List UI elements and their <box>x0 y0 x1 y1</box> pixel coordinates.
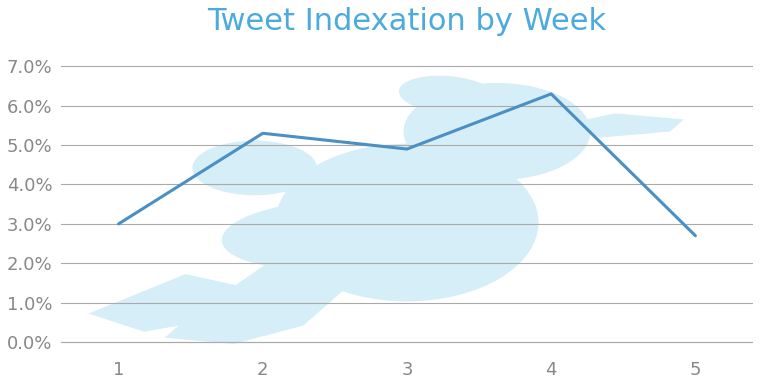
Title: Tweet Indexation by Week: Tweet Indexation by Week <box>207 7 606 36</box>
Ellipse shape <box>404 83 591 180</box>
Polygon shape <box>165 253 352 344</box>
Polygon shape <box>89 274 255 332</box>
Polygon shape <box>559 113 684 138</box>
Ellipse shape <box>399 76 498 115</box>
Ellipse shape <box>192 141 317 195</box>
Ellipse shape <box>275 144 539 301</box>
Ellipse shape <box>222 200 426 269</box>
